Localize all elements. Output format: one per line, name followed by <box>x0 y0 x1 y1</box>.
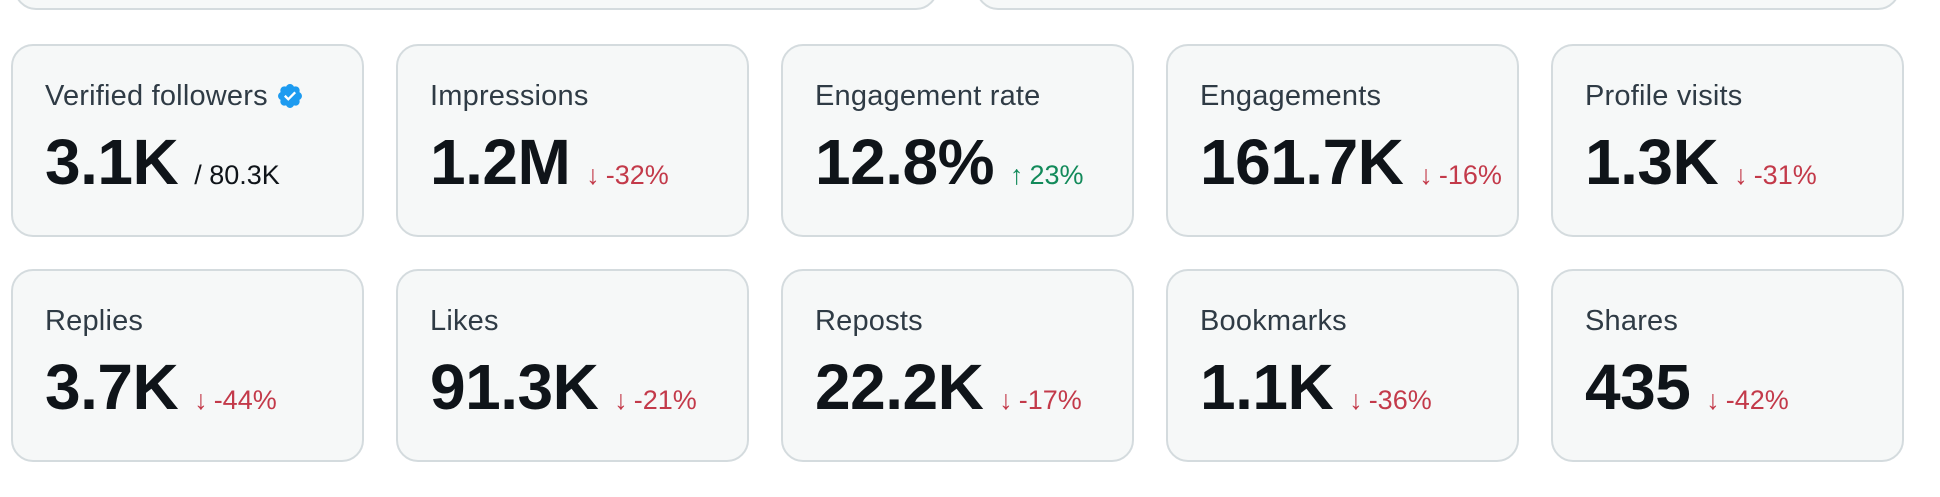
metric-value-row: 22.2K ↓ -17% <box>815 355 1100 419</box>
metric-label-text: Shares <box>1585 305 1679 337</box>
arrow-down-icon: ↓ <box>586 160 600 190</box>
arrow-down-icon: ↓ <box>1349 385 1363 415</box>
metric-label-text: Profile visits <box>1585 80 1743 112</box>
metrics-grid: Verified followers 3.1K / 80.3K Impressi… <box>11 44 1904 462</box>
metric-label-text: Engagement rate <box>815 80 1041 112</box>
metric-card-likes[interactable]: Likes 91.3K ↓ -21% <box>396 269 749 462</box>
metric-value: 3.1K <box>45 126 179 198</box>
metric-label-text: Impressions <box>430 80 589 112</box>
metric-change: ↓ -36% <box>1349 385 1432 416</box>
metric-card-replies[interactable]: Replies 3.7K ↓ -44% <box>11 269 364 462</box>
metric-change-value: -36% <box>1368 385 1432 415</box>
metric-card-profile-visits[interactable]: Profile visits 1.3K ↓ -31% <box>1551 44 1904 237</box>
metric-label: Impressions <box>430 78 715 114</box>
metric-label-text: Verified followers <box>45 80 268 112</box>
metric-change-value: -44% <box>213 385 277 415</box>
metric-label: Profile visits <box>1585 78 1870 114</box>
metric-value-row: 1.2M ↓ -32% <box>430 130 715 194</box>
metric-change-value: -21% <box>633 385 697 415</box>
metric-label: Replies <box>45 303 330 339</box>
metric-label-text: Bookmarks <box>1200 305 1347 337</box>
metric-value: 91.3K <box>430 351 599 423</box>
metric-card-engagements[interactable]: Engagements 161.7K ↓ -16% <box>1166 44 1519 237</box>
metric-label: Engagements <box>1200 78 1485 114</box>
metric-label: Verified followers <box>45 78 330 114</box>
metric-label: Engagement rate <box>815 78 1100 114</box>
arrow-down-icon: ↓ <box>1419 160 1433 190</box>
arrow-up-icon: ↑ <box>1009 160 1024 190</box>
metric-label: Shares <box>1585 303 1870 339</box>
metric-change-value: 23% <box>1029 160 1084 190</box>
metric-change-value: -17% <box>1018 385 1082 415</box>
top-card-right-partial <box>976 0 1900 10</box>
metric-value-row: 1.3K ↓ -31% <box>1585 130 1870 194</box>
metric-change-value: -32% <box>605 160 669 190</box>
metric-card-verified-followers[interactable]: Verified followers 3.1K / 80.3K <box>11 44 364 237</box>
top-card-left-partial <box>14 0 938 10</box>
arrow-down-icon: ↓ <box>194 385 208 415</box>
metric-value: 22.2K <box>815 351 984 423</box>
metric-card-shares[interactable]: Shares 435 ↓ -42% <box>1551 269 1904 462</box>
metric-card-impressions[interactable]: Impressions 1.2M ↓ -32% <box>396 44 749 237</box>
metric-value-row: 3.1K / 80.3K <box>45 130 330 194</box>
arrow-down-icon: ↓ <box>1734 160 1748 190</box>
metric-change-value: -31% <box>1753 160 1817 190</box>
metric-value: 1.3K <box>1585 126 1719 198</box>
metric-card-engagement-rate[interactable]: Engagement rate 12.8% ↑ 23% <box>781 44 1134 237</box>
metric-label-text: Replies <box>45 305 144 337</box>
metric-value-row: 91.3K ↓ -21% <box>430 355 715 419</box>
metric-change: ↓ -42% <box>1706 385 1789 416</box>
metric-change: ↓ -17% <box>999 385 1082 416</box>
metric-change-value: -16% <box>1438 160 1502 190</box>
metric-label: Reposts <box>815 303 1100 339</box>
metric-value: 3.7K <box>45 351 179 423</box>
arrow-down-icon: ↓ <box>999 385 1013 415</box>
metric-value-row: 12.8% ↑ 23% <box>815 130 1100 194</box>
metric-label-text: Likes <box>430 305 499 337</box>
metric-change: ↓ -44% <box>194 385 277 416</box>
metric-value-row: 161.7K ↓ -16% <box>1200 126 1502 198</box>
metric-value: 1.2M <box>430 126 571 198</box>
metric-value: 161.7K <box>1200 126 1404 198</box>
arrow-down-icon: ↓ <box>1706 385 1720 415</box>
metric-change: ↓ -31% <box>1734 160 1817 191</box>
metric-card-reposts[interactable]: Reposts 22.2K ↓ -17% <box>781 269 1134 462</box>
metric-change-value: -42% <box>1725 385 1789 415</box>
metric-value-row: 435 ↓ -42% <box>1585 355 1870 419</box>
metric-value-row: 1.1K ↓ -36% <box>1200 355 1485 419</box>
metric-value: 435 <box>1585 351 1691 423</box>
metric-label: Bookmarks <box>1200 303 1485 339</box>
metric-label: Likes <box>430 303 715 339</box>
metric-change: ↓ -32% <box>586 160 669 191</box>
metric-value: 1.1K <box>1200 351 1334 423</box>
verified-badge-icon <box>276 82 304 110</box>
metric-value-row: 3.7K ↓ -44% <box>45 355 330 419</box>
metric-change: ↑ 23% <box>1010 160 1084 191</box>
metric-label-text: Reposts <box>815 305 923 337</box>
arrow-down-icon: ↓ <box>614 385 628 415</box>
metric-card-bookmarks[interactable]: Bookmarks 1.1K ↓ -36% <box>1166 269 1519 462</box>
metric-value: 12.8% <box>815 126 994 198</box>
metric-label-text: Engagements <box>1200 80 1382 112</box>
metric-total: / 80.3K <box>194 160 280 190</box>
metric-change: ↓ -16% <box>1419 160 1502 191</box>
metric-change: ↓ -21% <box>614 385 697 416</box>
